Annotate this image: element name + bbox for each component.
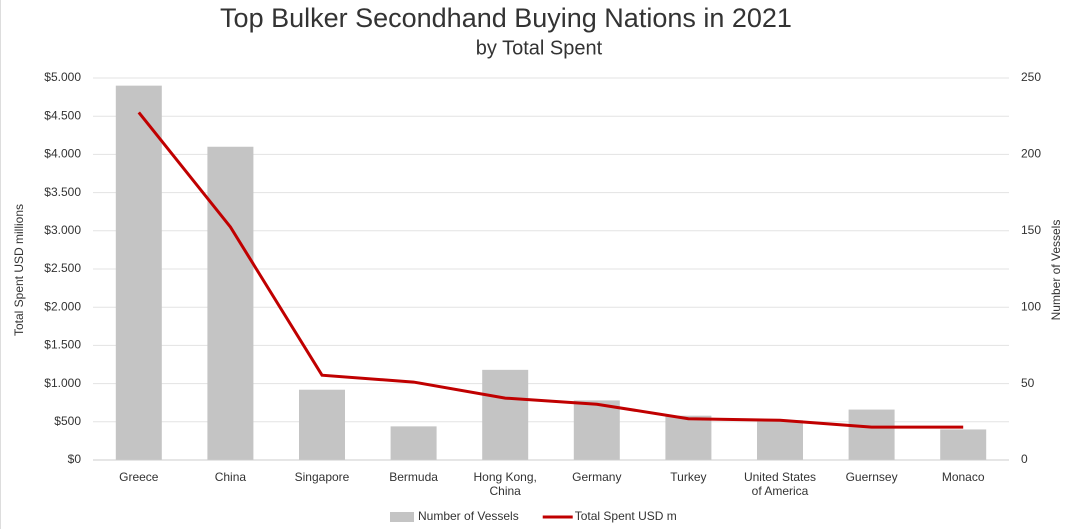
x-tick-label: Turkey: [670, 470, 707, 484]
legend-swatch: [390, 512, 414, 522]
x-tick-label: Guernsey: [845, 470, 898, 484]
y-tick-label: $500: [54, 414, 81, 428]
y-tick-label: $0: [68, 452, 82, 466]
y-tick-label: $2.500: [44, 261, 81, 275]
chart-subtitle: by Total Spent: [476, 37, 603, 59]
x-tick-label: Bermuda: [389, 470, 438, 484]
x-tick-label: Monaco: [941, 470, 985, 484]
y-tick-label: $2.000: [44, 299, 81, 313]
y-axis-title: Total Spent USD millions: [12, 204, 26, 336]
x-tick-label: Hong Kong, China: [473, 470, 537, 498]
y2-tick-label: 100: [1021, 299, 1041, 313]
y-tick-label: $1.500: [44, 338, 81, 352]
x-tick-label: Greece: [119, 470, 159, 484]
bar: [482, 369, 529, 460]
y-tick-label: $4.500: [44, 108, 81, 122]
y2-tick-label: 150: [1021, 223, 1041, 237]
chart-title: Top Bulker Secondhand Buying Nations in …: [220, 3, 792, 33]
y-tick-label: $3.500: [44, 185, 81, 199]
legend-label: Total Spent USD m: [575, 509, 677, 523]
legend-label: Number of Vessels: [418, 509, 519, 523]
y2-tick-label: 0: [1021, 452, 1028, 466]
y2-tick-label: 250: [1021, 70, 1041, 84]
y-tick-label: $3.000: [44, 223, 81, 237]
bar: [665, 415, 712, 460]
bar: [757, 420, 803, 460]
x-tick-label: Germany: [572, 470, 622, 484]
bar: [115, 85, 162, 460]
x-tick-label: Singapore: [294, 470, 350, 484]
x-tick-label: China: [214, 470, 247, 484]
y-tick-label: $5.000: [44, 70, 81, 84]
line: [137, 111, 964, 429]
bar: [207, 146, 254, 460]
y-tick-label: $1.000: [44, 376, 81, 390]
bar: [940, 429, 987, 460]
bar: [299, 389, 345, 460]
bar: [848, 409, 895, 460]
y-tick-label: $4.000: [44, 147, 81, 161]
y2-axis-title: Number of Vessels: [1049, 220, 1063, 321]
bar: [390, 426, 437, 460]
y2-tick-label: 50: [1021, 376, 1035, 390]
x-tick-label: United States of America: [743, 470, 817, 498]
bar: [573, 400, 620, 460]
y2-tick-label: 200: [1021, 147, 1041, 161]
